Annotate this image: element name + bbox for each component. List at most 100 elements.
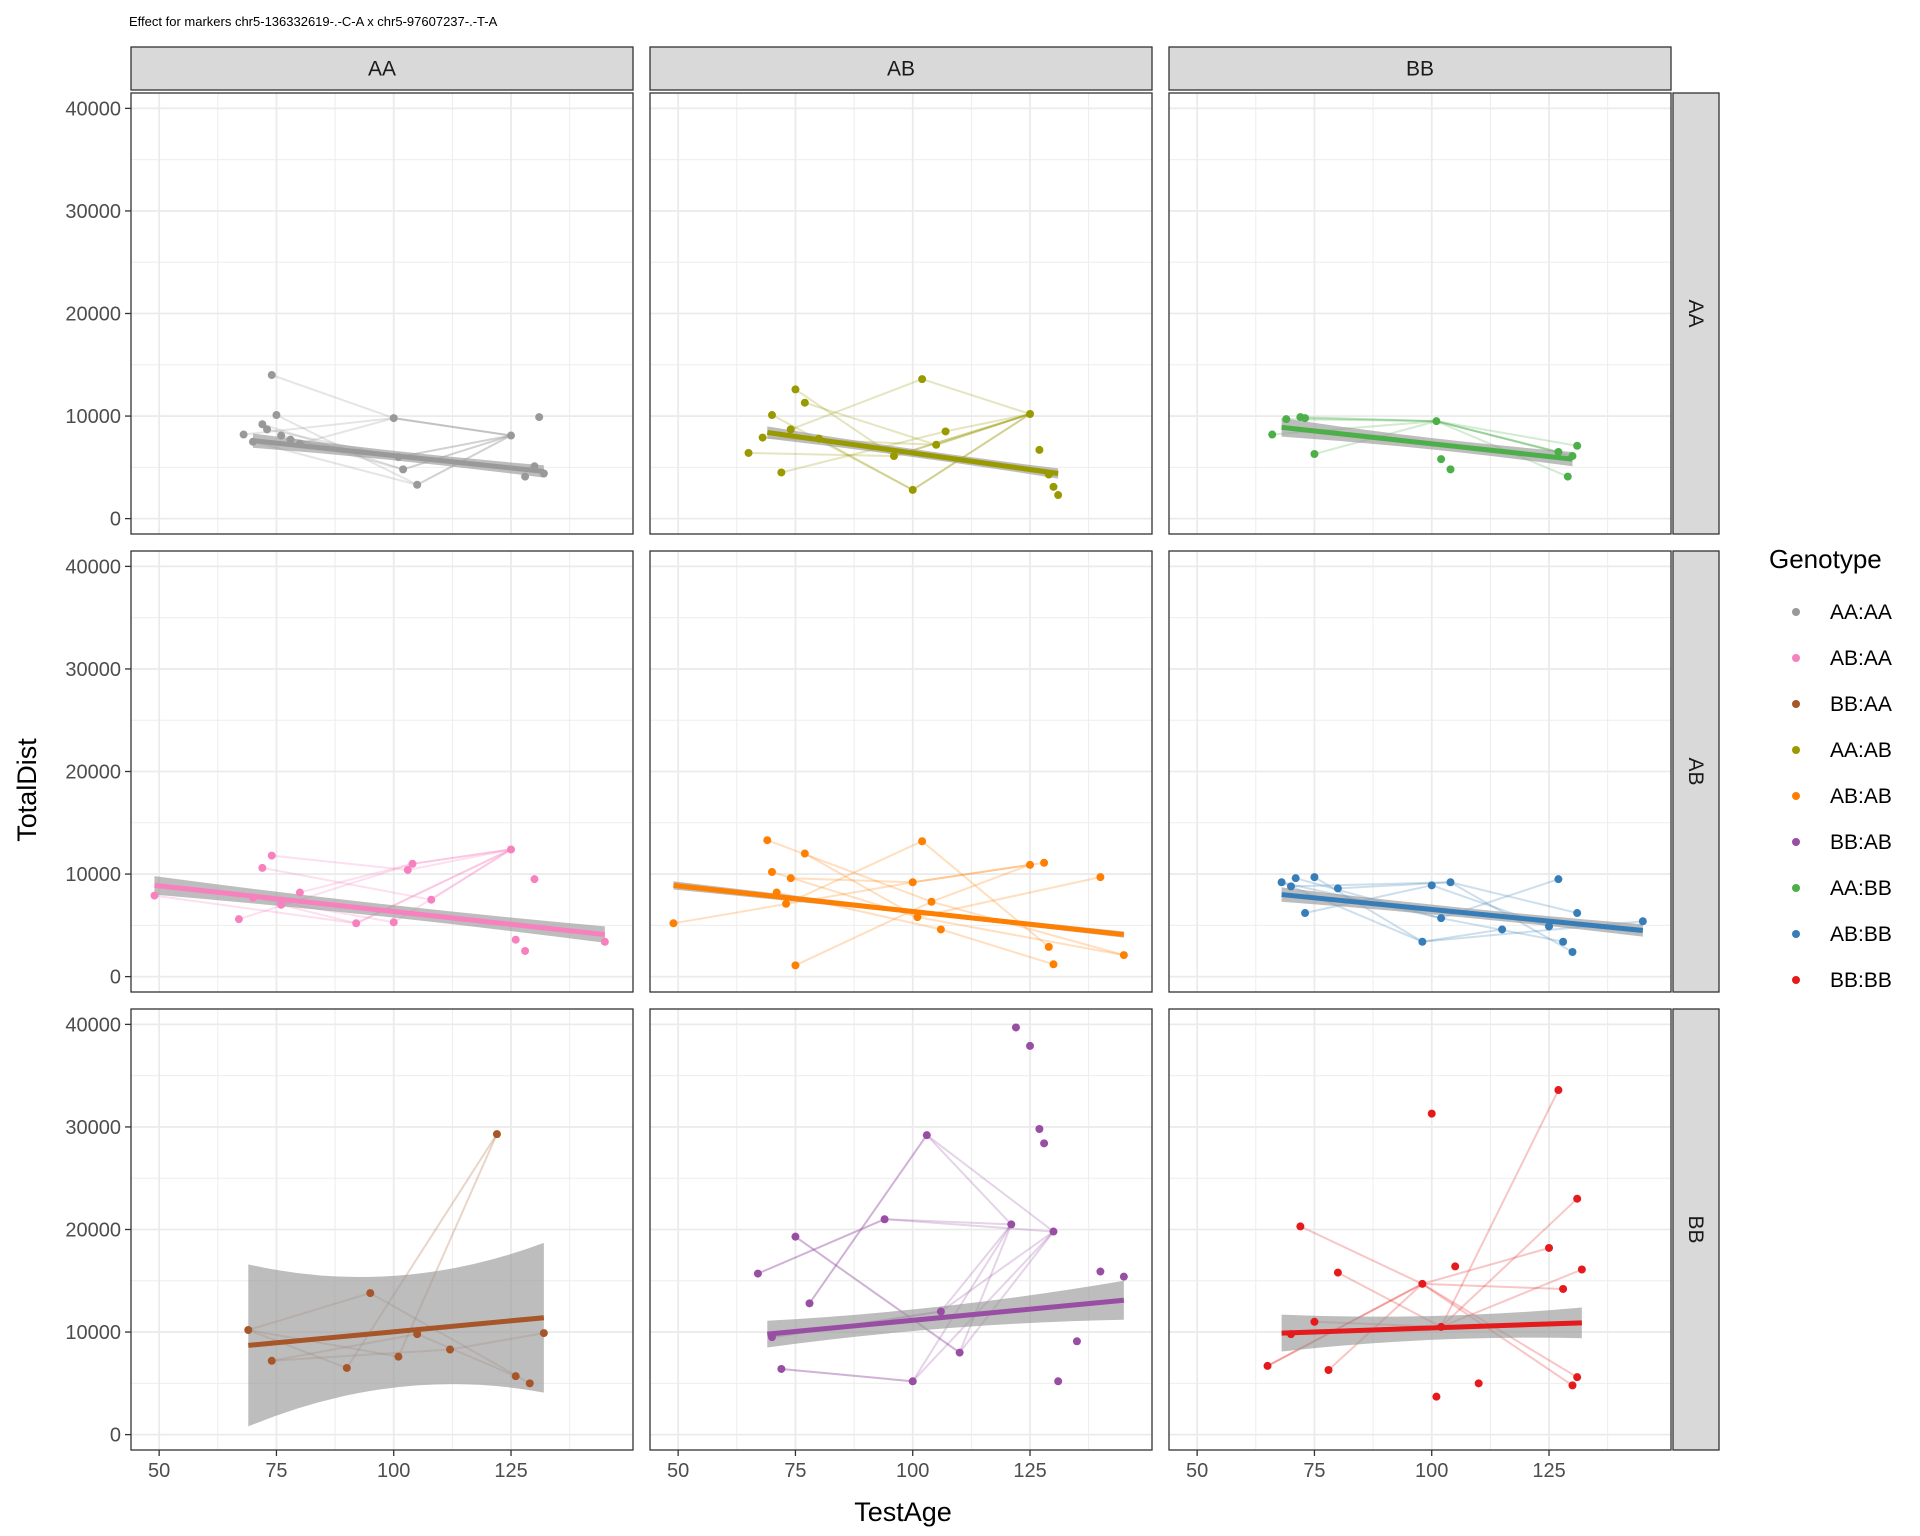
legend-label: AA:BB — [1830, 877, 1892, 900]
regression-line — [154, 882, 606, 938]
x-tick-label: 75 — [265, 1460, 287, 1482]
y-tick-label: 30000 — [65, 1117, 121, 1139]
data-point — [1545, 922, 1554, 931]
regression-line — [673, 882, 1125, 938]
data-point — [955, 1348, 964, 1357]
data-point — [1573, 909, 1582, 918]
legend-key — [1792, 608, 1800, 616]
regression-line — [1281, 1320, 1582, 1336]
data-point — [1573, 1373, 1582, 1382]
legend-key — [1792, 746, 1800, 754]
data-point — [1049, 1227, 1058, 1236]
data-point — [777, 468, 786, 477]
x-tick-label: 75 — [1303, 1460, 1325, 1482]
data-point — [1568, 948, 1577, 957]
data-point — [669, 919, 678, 928]
data-point — [922, 1131, 931, 1140]
y-axis-title: TotalDist — [12, 738, 42, 842]
x-tick-label: 125 — [1013, 1460, 1046, 1482]
data-point — [277, 900, 286, 909]
data-point — [786, 425, 795, 434]
legend-title: Genotype — [1769, 544, 1882, 574]
legend-label: AA:AA — [1830, 601, 1892, 624]
legend-label: BB:AB — [1830, 831, 1892, 854]
panel-BB-BB — [1168, 1008, 1672, 1451]
data-point — [777, 1364, 786, 1373]
data-point — [880, 1215, 889, 1224]
data-point — [1559, 937, 1568, 946]
x-axis-title: TestAge — [854, 1497, 952, 1527]
data-point — [507, 431, 516, 440]
row-strip-AB — [1672, 550, 1720, 993]
data-point — [389, 414, 398, 423]
y-tick-label: 10000 — [65, 406, 121, 428]
data-point — [258, 863, 267, 872]
regression-line — [252, 438, 545, 474]
data-point — [1474, 1379, 1483, 1388]
data-point — [1324, 1366, 1333, 1375]
data-point — [1035, 445, 1044, 454]
data-point — [1286, 882, 1295, 891]
data-point — [399, 465, 408, 474]
data-point — [1310, 450, 1319, 459]
x-tick-label: 75 — [784, 1460, 806, 1482]
data-point — [408, 859, 417, 868]
panel-border — [1168, 550, 1672, 993]
data-point — [352, 919, 361, 928]
legend-label: AB:BB — [1830, 923, 1892, 946]
regression-line — [767, 1297, 1125, 1337]
data-point — [1568, 1381, 1577, 1390]
data-point — [1040, 858, 1049, 867]
data-point — [1559, 1284, 1568, 1293]
x-tick-label: 125 — [1532, 1460, 1565, 1482]
regression-line — [1281, 424, 1573, 462]
data-point — [427, 895, 436, 904]
legend: Genotype AA:AAAB:AABB:AAAA:ABAB:ABBB:ABA… — [1769, 544, 1892, 992]
data-point — [1049, 482, 1058, 491]
panel-AA-AA — [130, 92, 634, 535]
data-point — [1437, 455, 1446, 464]
legend-key — [1792, 976, 1800, 984]
y-tick-label: 0 — [110, 1425, 121, 1447]
legend-key — [1792, 792, 1800, 800]
legend-key — [1792, 838, 1800, 846]
y-tick-label: 20000 — [65, 304, 121, 326]
y-tick-label: 0 — [110, 509, 121, 531]
chart-title: Effect for markers chr5-136332619-.-C-A … — [129, 14, 498, 29]
data-point — [413, 480, 422, 489]
y-tick-label: 40000 — [65, 556, 121, 578]
data-point — [1044, 942, 1053, 951]
data-point — [1563, 472, 1572, 481]
panel-border — [649, 92, 1153, 535]
column-strip-label: BB — [1406, 58, 1434, 81]
data-point — [918, 837, 927, 846]
data-point — [403, 865, 412, 874]
data-point — [263, 425, 272, 434]
y-tick-label: 0 — [110, 967, 121, 989]
data-point — [1451, 1262, 1460, 1271]
data-point — [239, 430, 248, 439]
data-point — [521, 946, 530, 955]
data-point — [1026, 410, 1035, 419]
column-strip-BB — [1168, 46, 1672, 91]
data-point — [1011, 1023, 1020, 1032]
row-strips: AA AB BB — [1672, 92, 1720, 1451]
column-strip-label: AA — [368, 58, 396, 81]
data-point — [1282, 415, 1291, 424]
data-point — [1638, 917, 1647, 926]
data-point — [1545, 1243, 1554, 1252]
data-point — [1007, 1220, 1016, 1229]
data-point — [744, 448, 753, 457]
y-tick-label: 30000 — [65, 659, 121, 681]
data-point — [342, 1363, 351, 1372]
data-point — [1119, 951, 1128, 960]
data-point — [394, 1352, 403, 1361]
legend-label: AB:AB — [1830, 785, 1892, 808]
data-point — [277, 431, 286, 440]
panel-BB-AB — [649, 1008, 1153, 1451]
legend-items: AA:AA AB:AA BB:AA AA:AB AB:AB BB:AB AA:BB AB:BB… — [1792, 601, 1892, 992]
data-point — [150, 891, 159, 900]
confidence-band — [248, 1242, 544, 1427]
data-point — [1432, 417, 1441, 426]
row-strip-label: AA — [1684, 299, 1707, 327]
